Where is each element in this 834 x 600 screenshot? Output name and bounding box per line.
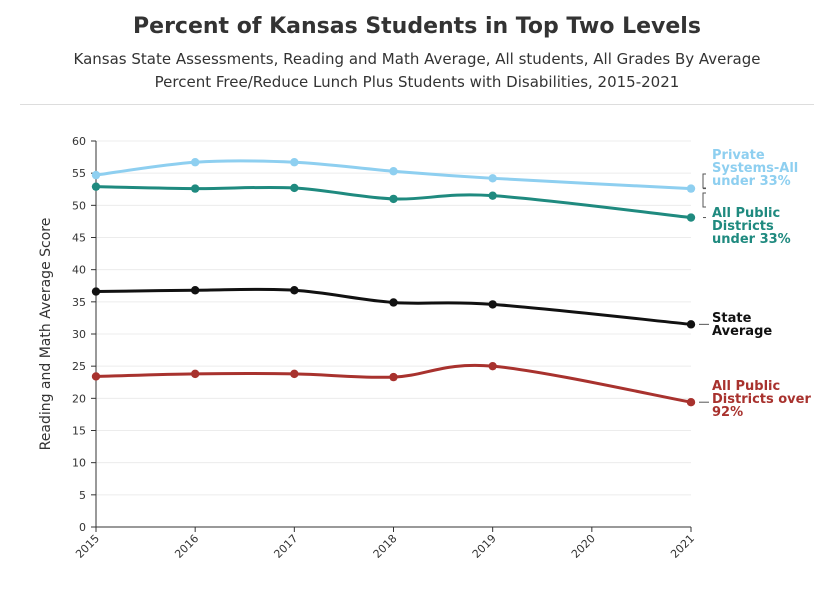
data-point: [686, 213, 696, 222]
data-point: [686, 184, 696, 193]
y-tick-label: 30: [72, 328, 86, 341]
series-label-line: under 33%: [712, 174, 791, 189]
series-label-line: Districts: [712, 219, 774, 234]
series-label-line: Private: [712, 148, 765, 163]
x-tick-label: 2019: [470, 532, 499, 561]
chart-title: Percent of Kansas Students in Top Two Le…: [133, 14, 701, 39]
series-label-line: Average: [712, 324, 772, 339]
label-bracket: [702, 192, 706, 208]
series-line: [95, 287, 692, 326]
data-point: [686, 320, 696, 329]
data-point: [190, 158, 200, 167]
data-point: [190, 286, 200, 295]
chart-subtitle-line-1: Kansas State Assessments, Reading and Ma…: [73, 50, 761, 68]
data-point: [488, 191, 497, 200]
data-point: [488, 174, 497, 183]
data-point: [389, 194, 398, 204]
x-tick-label: 2017: [271, 532, 300, 561]
data-point: [91, 170, 101, 180]
y-tick-label: 55: [72, 167, 86, 180]
y-axis-title: Reading and Math Average Score: [38, 218, 54, 451]
data-point: [190, 369, 200, 379]
series-label-line: 92%: [712, 405, 743, 420]
data-point: [91, 287, 101, 296]
chart-subtitle-line-2: Percent Free/Reduce Lunch Plus Students …: [154, 73, 680, 91]
x-tick-label: 2015: [73, 532, 102, 561]
series-line: [95, 363, 692, 404]
series-label-line: Districts over: [712, 392, 811, 407]
title-divider: [20, 104, 814, 105]
y-tick-label: 40: [72, 264, 86, 277]
label-bracket: [702, 173, 706, 189]
data-point: [290, 158, 299, 167]
y-tick-label: 15: [72, 425, 86, 438]
series-label-line: under 33%: [712, 232, 791, 247]
data-point: [290, 286, 299, 295]
data-point: [488, 361, 497, 371]
data-point: [488, 300, 497, 309]
chart-subtitle: Kansas State Assessments, Reading and Ma…: [30, 48, 804, 94]
x-tick-label: 2021: [668, 532, 697, 561]
series-label-line: State: [712, 311, 752, 326]
y-tick-label: 35: [72, 296, 86, 309]
series-label-line: All Public: [712, 206, 780, 221]
y-tick-label: 25: [72, 360, 86, 373]
x-tick-label: 2016: [172, 532, 201, 561]
series-label-line: Systems-All: [712, 161, 798, 176]
y-tick-label: 0: [79, 521, 86, 534]
data-point: [389, 298, 398, 307]
data-point: [389, 167, 398, 176]
series-label-line: All Public: [712, 379, 780, 394]
data-point: [91, 372, 101, 381]
series-lines: [91, 158, 696, 407]
y-tick-label: 5: [79, 489, 86, 502]
y-tick-label: 10: [72, 457, 86, 470]
data-point: [389, 372, 398, 382]
y-tick-label: 20: [72, 392, 86, 405]
y-tick-label: 45: [72, 232, 86, 245]
axes: 0 5 10 15 20 25 30 35 40 45 50 55 60 2015 2016 2017 2018…: [38, 135, 697, 561]
data-point: [686, 397, 696, 407]
x-tick-label: 2018: [371, 532, 400, 561]
y-tick-label: 60: [72, 135, 86, 148]
data-point: [290, 183, 299, 193]
y-tick-label: 50: [72, 199, 86, 212]
gridlines: [96, 140, 691, 496]
data-point: [91, 182, 101, 191]
data-point: [190, 184, 200, 193]
series-line: [95, 159, 692, 191]
data-point: [290, 369, 299, 379]
x-tick-label: 2020: [569, 532, 598, 561]
